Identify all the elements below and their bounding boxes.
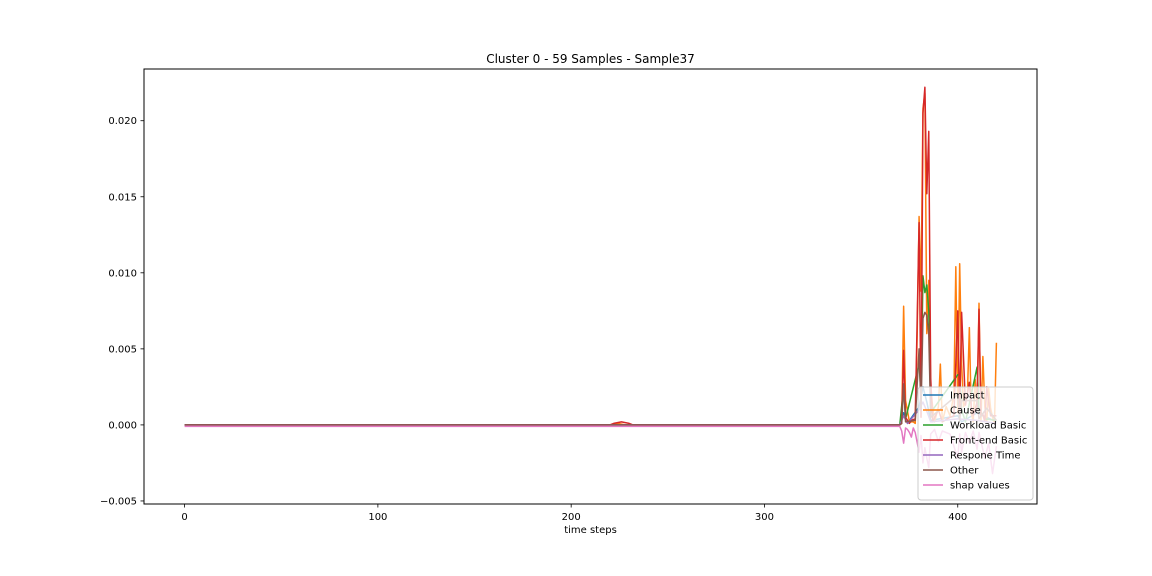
y-tick-label: −0.005 xyxy=(100,496,137,507)
y-tick-label: 0.000 xyxy=(108,420,137,431)
series-line-5 xyxy=(184,311,997,426)
y-tick-label: 0.005 xyxy=(108,344,137,355)
series-line-3 xyxy=(184,86,997,426)
series-layer xyxy=(184,86,998,475)
legend-label: Cause xyxy=(950,406,981,417)
y-tick-label: 0.015 xyxy=(108,192,137,203)
y-axis: −0.005 0.000 0.005 0.010 0.015 0.020 xyxy=(100,116,144,507)
x-tick-label: 0 xyxy=(181,512,187,523)
legend-label: Other xyxy=(950,466,979,477)
y-tick-label: 0.020 xyxy=(108,116,137,127)
series-line-6 xyxy=(184,425,998,475)
series-line-0 xyxy=(184,386,997,426)
x-axis: 0 100 200 300 400 xyxy=(181,504,967,523)
x-tick-label: 100 xyxy=(368,512,387,523)
series-line-4 xyxy=(184,401,997,426)
y-tick-label: 0.010 xyxy=(108,268,137,279)
legend-label: shap values xyxy=(950,481,1010,492)
series-line-2 xyxy=(184,275,997,426)
series-line-1 xyxy=(184,92,998,426)
legend-label: Workload Basic xyxy=(950,421,1026,432)
legend: Impact Cause Workload Basic Front-end Basic… xyxy=(917,386,1034,501)
legend-label: Front-end Basic xyxy=(950,436,1027,447)
plot-frame xyxy=(143,68,1038,505)
x-axis-label: time steps xyxy=(564,525,617,536)
x-tick-label: 200 xyxy=(562,512,581,523)
legend-label: Respone Time xyxy=(950,451,1020,462)
x-tick-label: 300 xyxy=(755,512,774,523)
legend-label: Impact xyxy=(950,391,985,402)
x-tick-label: 400 xyxy=(948,512,967,523)
chart-title: Cluster 0 - 59 Samples - Sample37 xyxy=(486,52,695,66)
legend-box xyxy=(917,386,1034,501)
